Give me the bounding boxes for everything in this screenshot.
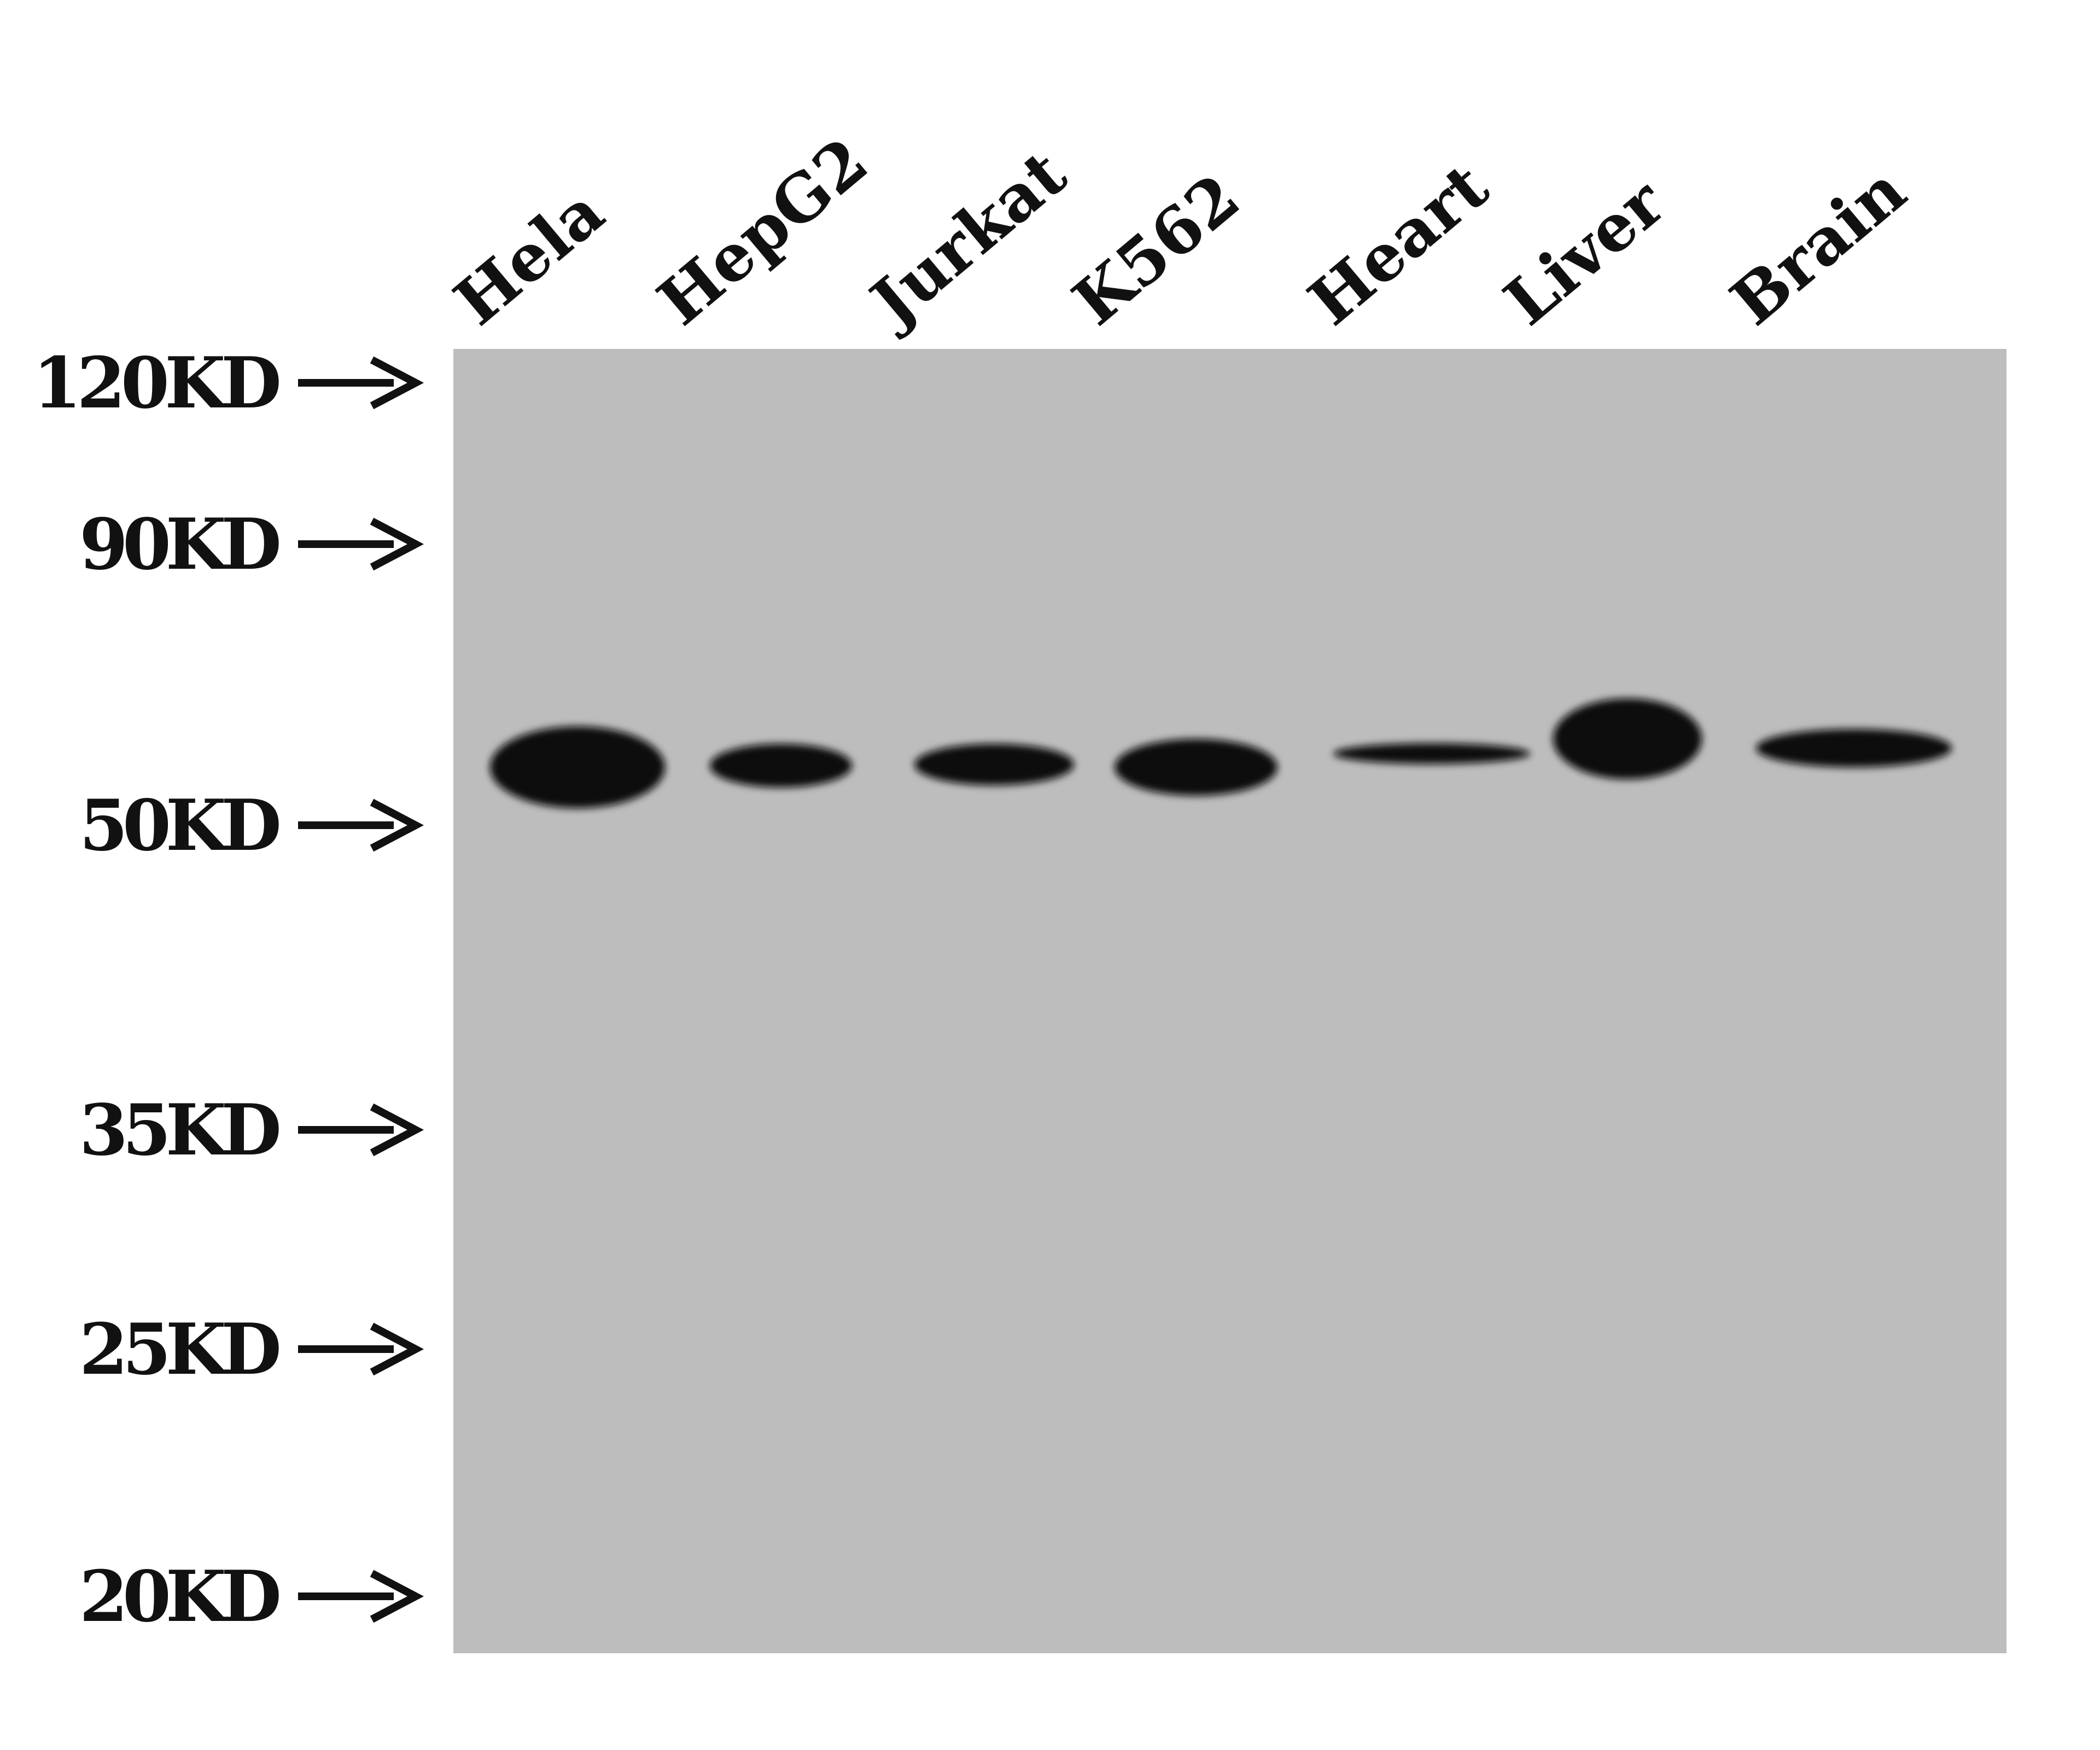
right-arrow-icon xyxy=(298,1103,424,1157)
marker-label: 25KD xyxy=(79,1309,282,1391)
blot-membrane xyxy=(453,349,2006,1653)
marker-label: 20KD xyxy=(79,1556,282,1638)
marker-label: 50KD xyxy=(79,785,282,867)
right-arrow-icon xyxy=(298,1570,424,1623)
right-arrow-icon xyxy=(298,356,424,410)
lane-label: Hela xyxy=(440,173,618,340)
right-arrow-icon xyxy=(298,798,424,852)
band-liver xyxy=(1553,698,1702,779)
lane-label: K562 xyxy=(1059,159,1254,340)
band-brain xyxy=(1756,729,1952,767)
marker-label: 90KD xyxy=(79,504,282,586)
marker-labels: 120KD 90KD 50KD 35KD 25KD 20KD xyxy=(33,342,424,1638)
band-heart xyxy=(1333,743,1530,764)
marker-label: 120KD xyxy=(33,342,282,424)
lane-label: Liver xyxy=(1490,164,1679,340)
band-k562 xyxy=(1115,739,1278,796)
lane-label: Brain xyxy=(1717,152,1920,340)
lane-label: Jurkat xyxy=(853,135,1080,343)
band-hepg2 xyxy=(710,744,852,788)
band-jurkat xyxy=(914,744,1074,785)
lane-label: HepG2 xyxy=(644,122,882,340)
right-arrow-icon xyxy=(298,1322,424,1376)
bands xyxy=(490,698,1952,808)
band-hela xyxy=(490,726,665,808)
right-arrow-icon xyxy=(298,517,424,571)
lane-label: Heart xyxy=(1294,148,1502,340)
marker-label: 35KD xyxy=(79,1089,282,1171)
